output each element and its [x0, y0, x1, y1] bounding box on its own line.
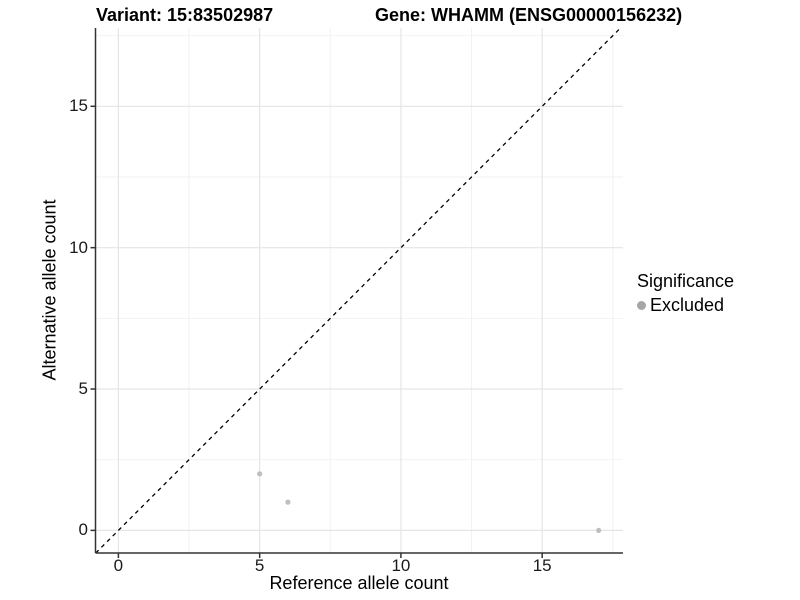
- legend: Significance Excluded: [637, 271, 734, 316]
- legend-point-icon: [637, 301, 646, 310]
- x-tick-label: 0: [113, 556, 124, 575]
- data-point: [596, 527, 602, 533]
- variant-title: Variant: 15:83502987: [96, 5, 274, 25]
- y-tick-label: 5: [78, 379, 88, 399]
- y-tick-label: 15: [69, 96, 88, 116]
- x-tick-label: 10: [391, 556, 411, 575]
- y-axis-title: Alternative allele count: [39, 199, 60, 381]
- legend-title: Significance: [637, 271, 735, 291]
- identity-line: [95, 27, 621, 554]
- x-tick-label: 5: [254, 556, 265, 575]
- data-point: [285, 499, 291, 505]
- y-tick-label: 0: [78, 520, 88, 540]
- x-tick-label: 15: [532, 556, 552, 575]
- legend-label: Excluded: [650, 295, 725, 315]
- legend-item: Excluded: [637, 295, 734, 316]
- data-point: [257, 471, 263, 477]
- gene-title: Gene: WHAMM (ENSG00000156232): [375, 5, 683, 25]
- x-axis-title: Reference allele count: [269, 573, 449, 593]
- legend-items: Excluded: [637, 295, 734, 316]
- y-tick-label: 10: [69, 237, 88, 257]
